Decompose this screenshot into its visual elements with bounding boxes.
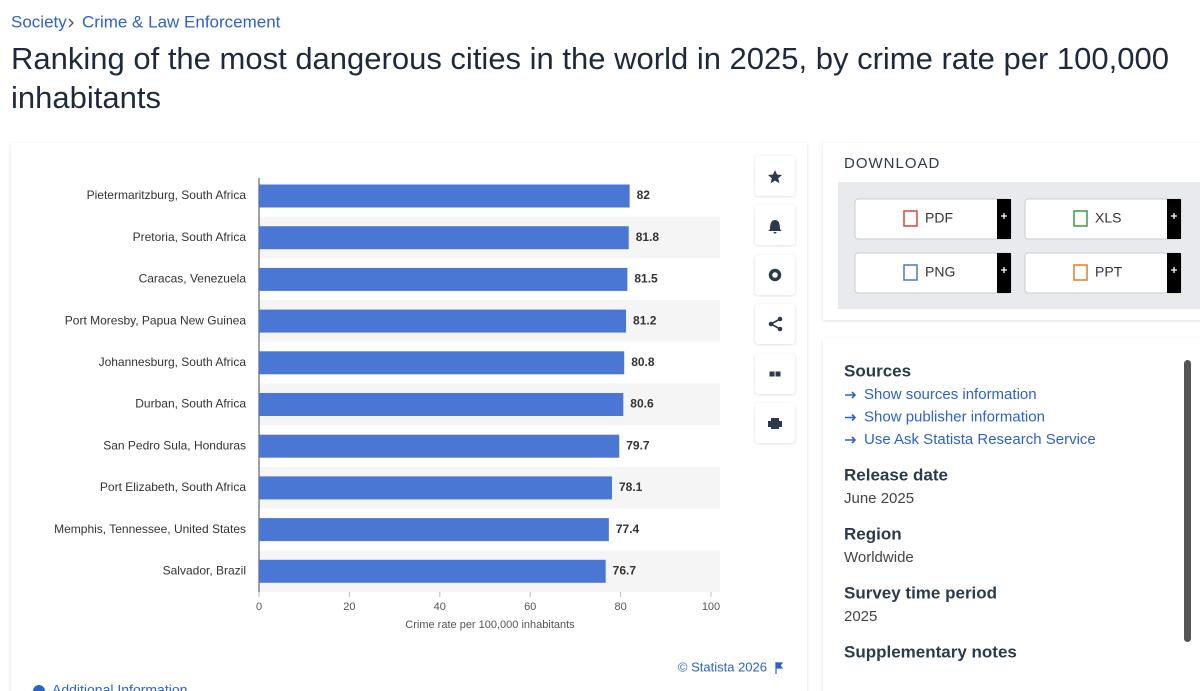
breadcrumb-link[interactable]: Crime & Law Enforcement [82,12,281,31]
credit[interactable]: © Statista 2026 [678,659,767,674]
value-label: 80.8 [631,355,655,369]
download-label: XLS [1095,210,1121,226]
value-label: 81.8 [636,230,660,244]
plus-icon [1001,267,1007,273]
x-tick-label: 20 [343,601,355,613]
plus-icon [1171,213,1177,219]
x-tick-label: 80 [614,601,626,613]
plus-icon [1001,213,1007,219]
quote-icon [769,371,781,377]
share-dot [777,326,783,332]
bar [259,476,613,500]
bar [259,226,629,250]
toolbar-button[interactable] [755,304,795,344]
x-tick-label: 0 [256,601,262,613]
info-card [823,338,1200,691]
page-title: inhabitants [11,80,161,115]
bell-icon [768,220,782,234]
gear-icon [768,268,782,282]
download-title: DOWNLOAD [844,155,940,172]
category-label: Port Elizabeth, South Africa [100,480,246,494]
source-link[interactable]: Show publisher information [864,408,1045,425]
file-icon [903,210,918,227]
bar [259,267,628,291]
value-label: 81.2 [633,313,657,327]
bar [259,351,625,375]
share-dot [777,316,783,322]
section-value: June 2025 [844,490,914,507]
page-title: Ranking of the most dangerous cities in … [11,41,1169,76]
value-label: 79.7 [626,438,650,452]
value-label: 76.7 [613,563,637,577]
bar [259,184,630,208]
toolbar-button[interactable] [755,255,795,295]
star-icon [768,170,782,184]
download-label: PPT [1095,264,1123,280]
source-link[interactable]: Use Ask Statista Research Service [864,431,1096,448]
arrow-icon [845,436,857,444]
file-icon [903,264,918,281]
section-title: Supplementary notes [844,642,1017,661]
category-label: Durban, South Africa [135,397,246,411]
category-label: Salvador, Brazil [163,563,246,577]
bar [259,559,606,583]
x-tick-label: 40 [434,601,446,613]
toolbar-button[interactable] [755,354,795,394]
plus-icon [1171,267,1177,273]
section-title: Sources [844,361,911,380]
category-label: Caracas, Venezuela [139,272,247,286]
bar [259,434,620,458]
bar [259,309,627,333]
file-icon [1073,264,1088,281]
breadcrumb-link[interactable]: Society [11,12,67,31]
value-label: 81.5 [634,272,658,286]
category-label: San Pedro Sula, Honduras [103,438,246,452]
bar [259,518,609,542]
category-label: Johannesburg, South Africa [99,355,247,369]
section-title: Survey time period [844,583,997,602]
category-label: Pretoria, South Africa [133,230,247,244]
download-label: PNG [925,264,955,280]
x-axis-label: Crime rate per 100,000 inhabitants [405,619,575,631]
scrollbar [1184,360,1191,642]
value-label: 80.6 [630,397,654,411]
section-title: Region [844,524,902,543]
file-icon [1073,210,1088,227]
download-label: PDF [925,210,953,226]
additional-info-link[interactable]: Additional Information [52,682,187,691]
value-label: 78.1 [619,480,643,494]
source-link[interactable]: Show sources information [864,386,1037,403]
x-tick-label: 60 [524,601,536,613]
info-icon [33,685,45,691]
flag-icon [775,662,784,674]
breadcrumb-separator [68,18,74,28]
category-label: Port Moresby, Papua New Guinea [65,313,247,327]
category-label: Pietermaritzburg, South Africa [87,188,247,202]
arrow-icon [845,413,857,422]
arrow-icon [845,391,857,399]
category-label: Memphis, Tennessee, United States [54,522,246,536]
value-label: 82 [637,188,651,202]
section-value: 2025 [844,608,877,625]
share-dot [768,321,774,327]
print-icon [768,418,782,429]
x-tick-label: 100 [702,601,720,613]
section-value: Worldwide [844,549,914,566]
bar [259,393,624,416]
section-title: Release date [844,465,948,484]
value-label: 77.4 [616,522,640,536]
